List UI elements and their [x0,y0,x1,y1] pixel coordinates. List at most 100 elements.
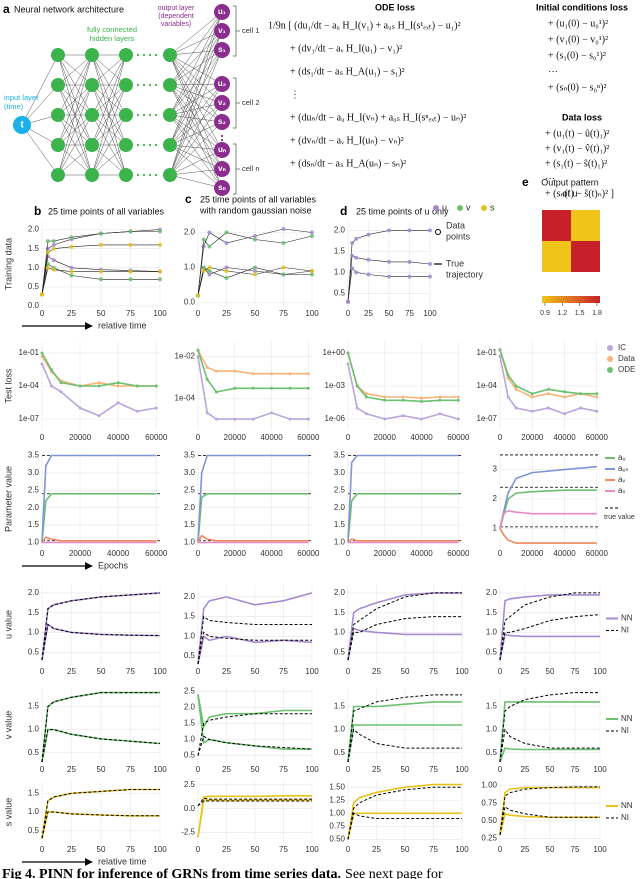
decoration [233,143,240,195]
series-marker [563,412,567,416]
ode-line: ⋮ [290,89,300,100]
y-tick-label: 0.5 [334,647,346,656]
output-node-label: vₙ [218,164,226,173]
series-line [499,349,597,395]
series-marker [154,384,158,388]
decoration [154,113,158,117]
x-tick-label: 0 [40,667,45,676]
hidden-node [119,48,133,62]
series-marker [50,368,54,372]
hidden-node [51,168,65,182]
y-tick-label: 2.0 [334,503,346,512]
hidden-node [119,108,133,122]
y-tick-label: 1.5 [334,702,346,711]
series-marker [530,392,534,396]
series-line [197,631,312,665]
data-point [45,262,50,266]
x-tick-label: 50 [401,765,410,774]
data-point [281,265,286,270]
series-marker [456,417,460,421]
x-tick-label: 50 [546,845,555,854]
x-tick-label: 75 [429,765,438,774]
x-tick-label: 75 [126,309,135,318]
data-point [128,242,133,247]
output-node [214,76,230,92]
series-line [347,592,462,661]
data-point [207,244,212,249]
series-line [41,729,161,763]
y-tick-label: 1.0 [28,263,40,272]
data-point [253,269,257,273]
series-line [347,783,462,840]
y-tick-label: 1.0 [184,631,196,640]
series-marker [306,386,310,390]
x-tick-label: 75 [571,667,580,676]
y-tick-label: 1e+00 [323,348,346,357]
data-point [51,246,56,251]
series-line [499,465,597,529]
series-line [197,592,313,665]
series-marker [498,354,502,358]
x-tick-label: 40000 [410,433,433,442]
series-marker [563,390,567,394]
data-point [224,241,229,245]
series-marker [116,384,120,388]
y-tick-label: 1.0 [486,725,498,734]
output-label: (dependent [158,13,193,20]
data-point [428,228,432,233]
series-marker [579,392,583,396]
series-marker [270,411,274,415]
series-marker [530,395,534,399]
y-tick-label: 1e-04 [175,393,196,402]
legend-label: ODE [618,365,635,374]
data-point [69,265,74,270]
heatmap-cell [571,241,600,272]
x-tick-label: 0 [346,433,351,442]
decoration [169,30,223,116]
series-marker [233,417,237,421]
heatmap-cell [542,241,571,272]
decoration [169,174,223,189]
x-tick-label: 100 [153,309,167,318]
legend-label: points [446,231,471,241]
ode-line: + (duₙ/dt − aᵤ H_I(vₙ) + aᵤₛ H_I(sⁿₑₓₜ) … [290,112,466,123]
x-tick-label: 75 [279,845,288,854]
series-marker [40,351,44,355]
series-marker [595,392,599,396]
decoration [169,54,223,85]
x-tick-label: 40000 [553,549,576,558]
series-line [347,786,462,840]
x-tick-label: 100 [305,845,319,854]
series-line [499,594,600,661]
y-tick-label: 2.0 [184,503,196,512]
x-tick-label: 100 [593,765,607,774]
data-loss-line: + (v₁(t) − v̂(t)₁)² [545,143,609,154]
data-point [45,265,50,270]
decoration [169,84,223,170]
x-tick-label: 25 [364,309,373,318]
y-tick-label: 1e-03 [325,381,346,390]
data-point [45,246,50,251]
heatmap-cell [571,210,600,241]
x-tick-label: 100 [455,845,469,854]
data-point [253,234,257,238]
series-marker [205,411,209,415]
ic-line: ⋯ [548,66,558,77]
decoration [169,49,223,86]
decoration [220,134,224,138]
y-tick-label: 0.5 [28,826,40,835]
data-point [99,231,103,236]
data-point [45,250,50,255]
x-tick-label: 0 [40,549,45,558]
x-axis-label: Epochs [98,560,129,570]
data-point [253,237,257,242]
y-tick-label: 2.5 [334,485,346,494]
legend-label: aₛ [618,486,625,495]
column-title: Output pattern [541,177,599,187]
decoration [169,102,223,116]
data-point [310,269,314,273]
y-tick-label: 1.0 [334,538,346,547]
y-tick-label: 0.0 [28,301,40,310]
series-line [347,724,462,763]
data-point [350,241,355,245]
